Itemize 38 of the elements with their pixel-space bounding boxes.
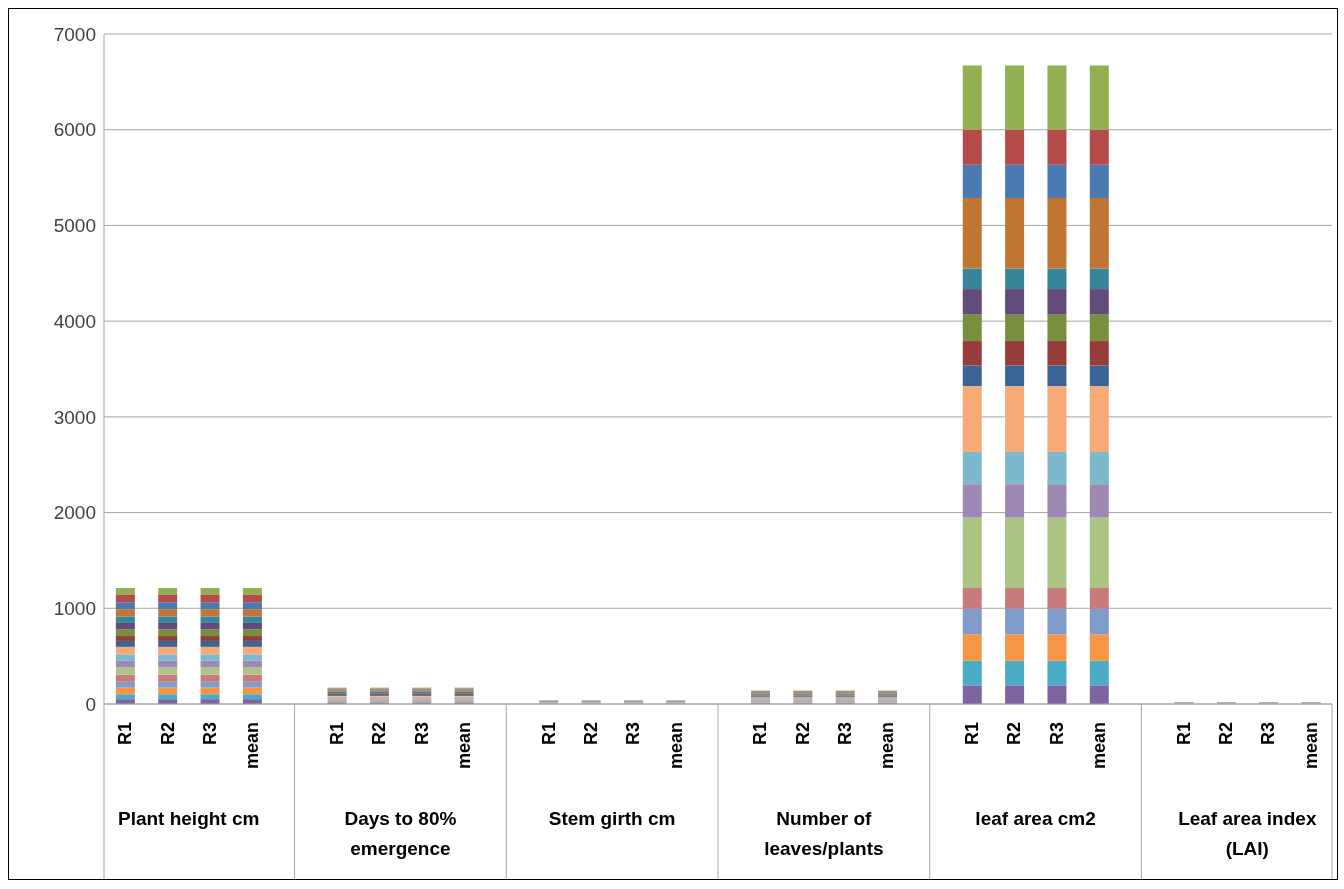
x-tick-label: R1 [538, 722, 559, 746]
y-tick-label: 4000 [53, 310, 96, 332]
x-tick-label: R1 [1173, 722, 1194, 746]
text: leaf area cm2 [974, 807, 1097, 831]
x-tick-label: mean [453, 722, 474, 770]
x-tick-label: mean [665, 722, 686, 770]
y-tick-label: 7000 [53, 23, 96, 45]
x-tick-label: R1 [750, 722, 771, 746]
x-tick-label: R2 [792, 722, 813, 746]
x-tick-label: R3 [623, 722, 644, 746]
x-tick-label: mean [1089, 722, 1110, 770]
text: Stem girth cm [547, 807, 677, 831]
y-tick-label: 5000 [53, 215, 96, 237]
x-tick-label: R3 [199, 722, 220, 746]
x-tick-label: R1 [962, 722, 983, 746]
x-tick-label: R3 [1046, 722, 1067, 746]
y-tick-label: 2000 [53, 502, 96, 524]
y-tick-label: 1000 [53, 598, 96, 620]
x-tick-label: R1 [115, 722, 136, 746]
x-tick-label: R2 [369, 722, 390, 746]
y-tick-label: 0 [85, 693, 96, 715]
x-tick-label: R2 [157, 722, 178, 746]
x-tick-label: R3 [1258, 722, 1279, 746]
x-tick-label: R3 [835, 722, 856, 746]
x-tick-label: R2 [1004, 722, 1025, 746]
y-tick-label: 6000 [53, 119, 96, 141]
text: Leaf area index (LAI) [1177, 807, 1318, 861]
x-tick-label: R2 [580, 722, 601, 746]
y-tick-label: 3000 [53, 406, 96, 428]
x-tick-label: R1 [326, 722, 347, 746]
x-tick-label: mean [242, 722, 263, 770]
text: Plant height cm [116, 807, 261, 831]
x-tick-label: R2 [1216, 722, 1237, 746]
text: Days to 80% emergence [343, 807, 458, 861]
x-tick-label: mean [1300, 722, 1321, 770]
x-tick-label: mean [877, 722, 898, 770]
text: Number of leaves/plants [763, 807, 885, 861]
x-tick-label: R3 [411, 722, 432, 746]
